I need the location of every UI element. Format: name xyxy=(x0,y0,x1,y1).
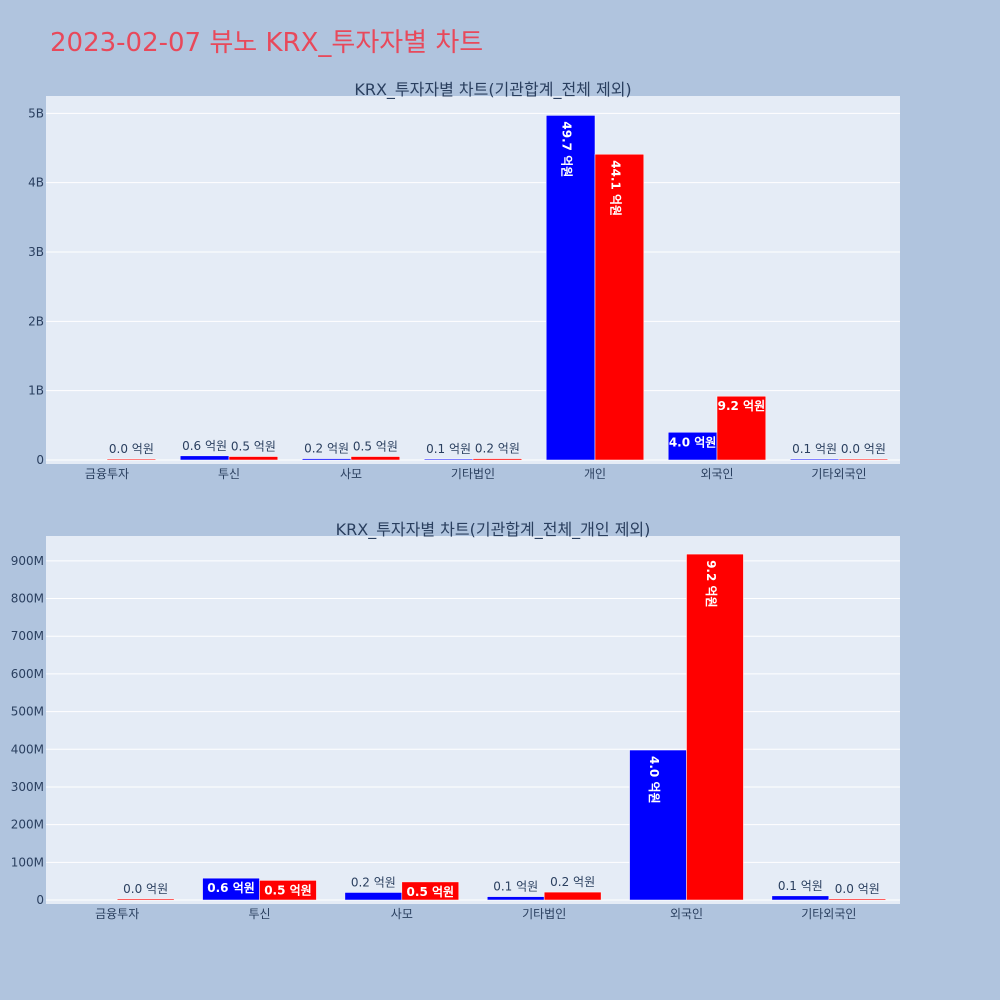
x-tick-label: 기타법인 xyxy=(522,907,566,921)
bar xyxy=(838,458,889,461)
data-label: 0.2 억원 xyxy=(304,442,349,456)
chart-bottom: 0 100M 200M 300M 400M 500M 600M 700M 800M 900M KRX… xyxy=(11,520,900,921)
bar xyxy=(686,553,744,901)
bar xyxy=(472,458,523,461)
data-label: 0.2 억원 xyxy=(475,442,520,456)
y-tick-label: 500M xyxy=(11,705,44,719)
y-tick-label: 800M xyxy=(11,592,44,606)
plot-area xyxy=(46,536,900,904)
data-label: 0.0 억원 xyxy=(123,882,168,896)
y-tick-label: 2B xyxy=(28,314,44,328)
data-label: 0.6 억원 xyxy=(182,439,227,453)
data-label: 0.0 억원 xyxy=(841,442,886,456)
data-label: 0.5 억원 xyxy=(353,440,398,454)
x-tick-label: 기타법인 xyxy=(451,467,495,481)
y-tick-label: 200M xyxy=(11,818,44,832)
y-tick-label: 100M xyxy=(11,855,44,869)
data-label: 4.0 억원 xyxy=(647,756,661,804)
bar xyxy=(179,455,230,461)
bar xyxy=(789,458,840,461)
y-tick-label: 300M xyxy=(11,780,44,794)
bar xyxy=(401,881,460,901)
x-tick-label: 외국인 xyxy=(670,907,703,921)
bar xyxy=(423,458,474,461)
data-label: 0.2 억원 xyxy=(351,875,396,889)
bar xyxy=(486,896,545,901)
y-tick-label: 5B xyxy=(28,106,44,120)
y-tick-label: 600M xyxy=(11,667,44,681)
data-label: 0.5 억원 xyxy=(407,885,455,899)
y-tick-label: 900M xyxy=(11,554,44,568)
bar xyxy=(543,891,602,901)
x-tick-label: 개인 xyxy=(584,467,606,481)
data-label: 4.0 억원 xyxy=(669,435,717,449)
data-label: 0.6 억원 xyxy=(207,881,255,895)
y-tick-label: 0 xyxy=(36,453,44,467)
data-label: 0.1 억원 xyxy=(792,442,837,456)
bar xyxy=(344,892,403,901)
bar xyxy=(228,456,279,461)
bar xyxy=(594,153,645,461)
x-tick-label: 사모 xyxy=(391,907,413,921)
bar xyxy=(629,749,687,901)
x-tick-label: 투신 xyxy=(218,467,240,481)
data-label: 9.2 억원 xyxy=(718,399,766,413)
x-tick-label: 사모 xyxy=(340,467,362,481)
bar xyxy=(350,456,401,461)
bar xyxy=(301,458,352,461)
data-label: 0.1 억원 xyxy=(778,879,823,893)
data-label: 0.1 억원 xyxy=(493,880,538,894)
bar xyxy=(716,395,767,461)
chart-title: KRX_투자자별 차트(기관합계_전체 제외) xyxy=(354,80,631,100)
y-tick-label: 4B xyxy=(28,176,44,190)
x-tick-label: 기타외국인 xyxy=(801,907,856,921)
chart-top: 0 1B 2B 3B 4B 5B KRX_투자자별 차트(기관합계_전체 제외) 금융투자 0.… xyxy=(28,80,900,481)
bar xyxy=(106,458,157,461)
data-label: 0.1 억원 xyxy=(426,442,471,456)
x-tick-label: 금융투자 xyxy=(95,907,139,921)
data-label: 0.2 억원 xyxy=(550,875,595,889)
x-tick-label: 투신 xyxy=(248,907,270,921)
y-tick-label: 0 xyxy=(36,893,44,907)
y-tick-label: 1B xyxy=(28,384,44,398)
bar xyxy=(667,432,718,461)
data-label: 0.0 억원 xyxy=(835,882,880,896)
y-tick-label: 3B xyxy=(28,245,44,259)
plot-area xyxy=(46,96,900,464)
bar xyxy=(828,898,887,901)
data-label: 49.7 억원 xyxy=(560,121,574,177)
data-label: 44.1 억원 xyxy=(608,160,622,216)
data-label: 0.5 억원 xyxy=(264,883,312,897)
x-tick-label: 금융투자 xyxy=(85,467,129,481)
chart-title: KRX_투자자별 차트(기관합계_전체_개인 제외) xyxy=(336,520,651,540)
bar xyxy=(259,880,317,901)
data-label: 0.5 억원 xyxy=(231,440,276,454)
data-label: 9.2 억원 xyxy=(704,560,718,608)
x-tick-label: 외국인 xyxy=(700,467,733,481)
bar xyxy=(771,895,830,901)
page-title: 2023-02-07 뷰노 KRX_투자자별 차트 xyxy=(50,28,484,58)
y-tick-label: 700M xyxy=(11,629,44,643)
y-tick-label: 400M xyxy=(11,742,44,756)
x-tick-label: 기타외국인 xyxy=(811,467,866,481)
data-label: 0.0 억원 xyxy=(109,442,154,456)
bar xyxy=(116,898,175,901)
